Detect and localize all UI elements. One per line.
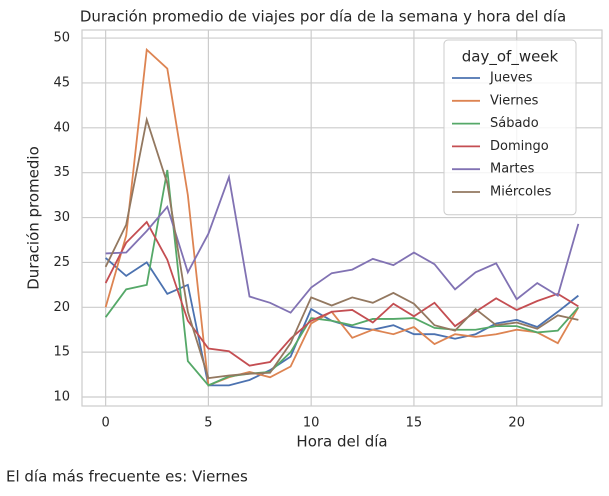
x-tick-label: 15 bbox=[406, 416, 423, 431]
y-tick-label: 20 bbox=[53, 300, 70, 315]
series-line bbox=[104, 47, 580, 387]
legend: day_of_week Jueves Viernes Sábado Domingo Mar… bbox=[443, 39, 577, 216]
y-tick-label: 40 bbox=[53, 120, 70, 135]
x-axis-label: Hora del día bbox=[296, 433, 387, 451]
series-line bbox=[104, 119, 579, 380]
legend-label: Viernes bbox=[490, 93, 539, 108]
y-tick-label: 10 bbox=[53, 390, 70, 405]
y-tick-label: 25 bbox=[53, 255, 70, 270]
legend-label: Miércoles bbox=[490, 185, 552, 200]
y-tick-label: 15 bbox=[53, 345, 70, 360]
legend-title: day_of_week bbox=[462, 48, 559, 67]
x-tick-label: 0 bbox=[101, 416, 109, 431]
x-tick-label: 5 bbox=[204, 416, 212, 431]
series-line bbox=[104, 169, 580, 387]
series-line bbox=[104, 220, 579, 367]
legend-label: Sábado bbox=[490, 116, 539, 131]
y-tick-label: 45 bbox=[53, 75, 70, 90]
y-tick-label: 35 bbox=[53, 165, 70, 180]
chart-title: Duración promedio de viajes por día de l… bbox=[80, 8, 566, 26]
y-tick-label: 30 bbox=[53, 210, 70, 225]
x-tick-label: 20 bbox=[508, 416, 525, 431]
series-line bbox=[105, 173, 580, 314]
legend-box bbox=[443, 39, 577, 216]
caption: El día más frecuente es: Viernes bbox=[6, 468, 248, 486]
x-tick-label: 10 bbox=[303, 416, 320, 431]
legend-label: Jueves bbox=[489, 71, 533, 86]
y-axis-label: Duración promedio bbox=[25, 146, 43, 290]
y-tick-label: 50 bbox=[53, 31, 70, 46]
legend-label: Domingo bbox=[490, 139, 549, 154]
legend-label: Martes bbox=[490, 162, 535, 177]
